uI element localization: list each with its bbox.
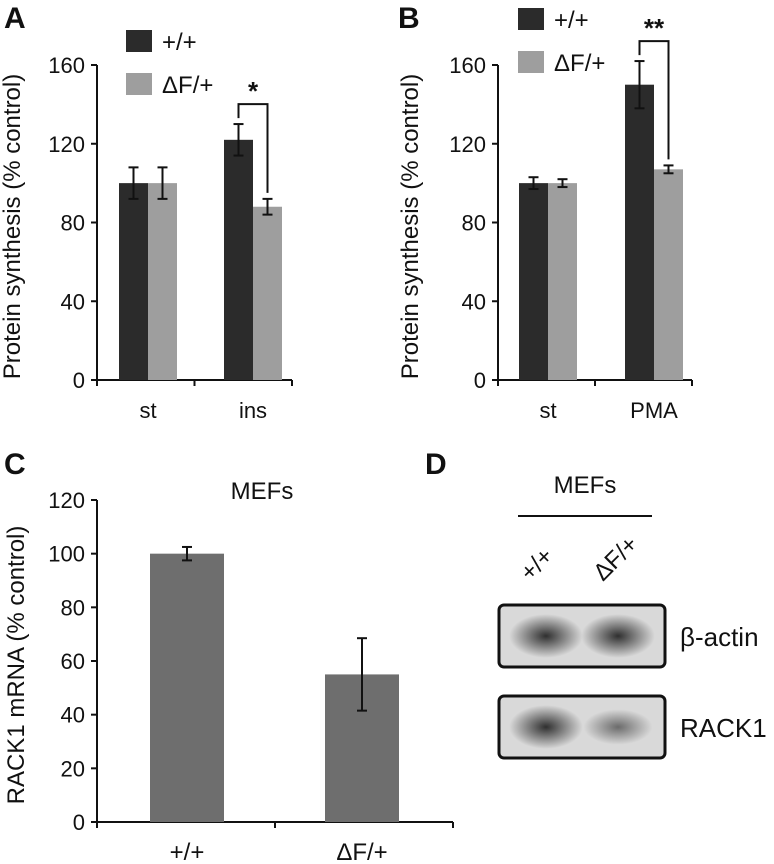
x-category-label: +/+	[170, 839, 205, 864]
significance-bracket	[638, 40, 670, 160]
bar	[148, 183, 177, 380]
blot-band	[509, 614, 583, 658]
blot-lane-label: +/+	[515, 543, 559, 587]
y-tick-label: 80	[61, 211, 85, 236]
y-tick-label: 120	[48, 132, 85, 157]
y-tick-label: 60	[61, 649, 85, 674]
legend-label: +/+	[162, 29, 197, 56]
significance-label: *	[248, 76, 259, 106]
bar	[519, 183, 548, 380]
panel-label-d: D	[425, 448, 447, 481]
bar	[224, 139, 253, 380]
chart-panel-b: 0 40 80 120 160 Protein synthesis (% control)…	[397, 7, 693, 423]
x-category-label: ΔF/+	[336, 839, 387, 864]
panel-label-a: A	[4, 2, 26, 35]
y-axis-label: RACK1 mRNA (% control)	[3, 526, 30, 805]
significance-bracket	[237, 103, 269, 193]
y-tick-label: 0	[73, 368, 85, 393]
y-tick-label: 0	[474, 368, 486, 393]
legend-label: ΔF/+	[162, 72, 213, 99]
x-category-label: ins	[239, 398, 267, 423]
bar	[625, 84, 654, 380]
legend-swatch	[518, 51, 544, 73]
blot-row-label: β-actin	[680, 622, 759, 652]
x-category-label: st	[539, 398, 556, 423]
legend-label: ΔF/+	[554, 50, 605, 77]
x-category-label: PMA	[630, 398, 678, 423]
bar	[119, 183, 148, 380]
panel-label-b: B	[398, 2, 420, 35]
blot-title: MEFs	[554, 472, 617, 499]
y-axis-label: Protein synthesis (% control)	[397, 74, 424, 379]
panel-label-c: C	[4, 448, 26, 481]
y-tick-label: 0	[73, 810, 85, 835]
y-axis-label: Protein synthesis (% control)	[0, 74, 26, 379]
y-tick-label: 40	[61, 703, 85, 728]
y-tick-label: 40	[462, 289, 486, 314]
significance-label: **	[644, 13, 665, 43]
y-tick-label: 160	[449, 53, 486, 78]
chart-title: MEFs	[231, 478, 294, 505]
y-tick-label: 160	[48, 53, 85, 78]
western-blot-panel: MEFs +/+ ΔF/+ β-actin RACK1	[497, 472, 767, 760]
chart-panel-c: 0 20 40 60 80 100 120 RACK1 mRNA (% control) +/+…	[3, 478, 454, 864]
legend-swatch	[518, 8, 544, 30]
legend-label: +/+	[554, 7, 589, 34]
bar	[548, 183, 577, 380]
y-tick-label: 20	[61, 756, 85, 781]
legend-swatch	[126, 30, 152, 52]
blot-band	[581, 614, 655, 658]
bar	[150, 553, 224, 822]
y-tick-label: 100	[48, 542, 85, 567]
legend-swatch	[126, 73, 152, 95]
y-tick-label: 80	[462, 211, 486, 236]
x-category-label: st	[139, 398, 156, 423]
chart-panel-a: 0 40 80 120 160 Protein synthesis (% control)…	[0, 29, 293, 423]
y-tick-label: 120	[449, 132, 486, 157]
y-tick-label: 80	[61, 595, 85, 620]
blot-band	[509, 705, 583, 749]
blot-lane-label: ΔF/+	[588, 531, 643, 586]
blot-band	[583, 709, 653, 745]
y-tick-label: 120	[48, 488, 85, 513]
y-tick-label: 40	[61, 289, 85, 314]
bar	[253, 206, 282, 380]
blot-row-label: RACK1	[680, 713, 767, 743]
bar	[654, 169, 683, 380]
